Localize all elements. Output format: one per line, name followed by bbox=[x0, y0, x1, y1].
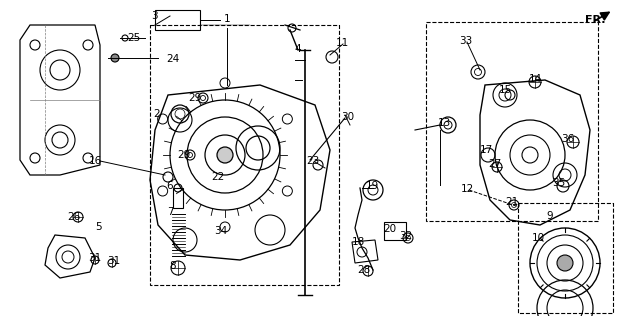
Text: 7: 7 bbox=[166, 207, 173, 217]
Text: 25: 25 bbox=[127, 33, 141, 43]
Text: 30: 30 bbox=[341, 112, 355, 122]
Text: 26: 26 bbox=[67, 212, 81, 222]
Text: 5: 5 bbox=[96, 222, 102, 232]
Text: 8: 8 bbox=[170, 261, 176, 271]
Text: 9: 9 bbox=[547, 211, 554, 221]
Text: 4: 4 bbox=[294, 44, 301, 54]
Text: 14: 14 bbox=[529, 74, 541, 84]
Bar bbox=[384, 222, 406, 240]
Bar bbox=[173, 188, 183, 208]
Text: 20: 20 bbox=[383, 224, 397, 234]
Text: 19: 19 bbox=[365, 181, 379, 191]
Text: 6: 6 bbox=[166, 181, 173, 191]
Bar bbox=[426, 22, 598, 221]
Text: 31: 31 bbox=[108, 256, 120, 266]
Text: 35: 35 bbox=[552, 178, 566, 188]
Text: 33: 33 bbox=[460, 36, 472, 46]
Text: 27: 27 bbox=[488, 159, 502, 169]
Circle shape bbox=[557, 255, 573, 271]
Text: FR.: FR. bbox=[585, 15, 605, 25]
Circle shape bbox=[217, 147, 233, 163]
Text: 36: 36 bbox=[561, 134, 575, 144]
Text: 21: 21 bbox=[506, 197, 518, 207]
Text: 3: 3 bbox=[150, 11, 157, 21]
Text: 34: 34 bbox=[214, 226, 228, 236]
Text: 24: 24 bbox=[166, 54, 180, 64]
Text: 22: 22 bbox=[211, 172, 225, 182]
Bar bbox=[150, 25, 339, 285]
Text: 15: 15 bbox=[499, 85, 511, 95]
Text: 29: 29 bbox=[177, 150, 191, 160]
Text: 16: 16 bbox=[88, 156, 102, 166]
Text: 1: 1 bbox=[224, 14, 230, 24]
Bar bbox=[518, 203, 613, 313]
Bar bbox=[155, 10, 200, 30]
Text: 18: 18 bbox=[351, 237, 365, 247]
Text: 13: 13 bbox=[437, 118, 451, 128]
Text: 11: 11 bbox=[335, 38, 349, 48]
Text: 2: 2 bbox=[154, 109, 160, 119]
Text: 31: 31 bbox=[88, 253, 102, 263]
Text: 17: 17 bbox=[479, 145, 493, 155]
Text: 32: 32 bbox=[399, 231, 413, 241]
Text: 28: 28 bbox=[357, 265, 371, 275]
Text: 23: 23 bbox=[307, 156, 319, 166]
Text: 10: 10 bbox=[531, 233, 545, 243]
Text: 12: 12 bbox=[460, 184, 474, 194]
Circle shape bbox=[111, 54, 119, 62]
Text: 29: 29 bbox=[188, 93, 202, 103]
